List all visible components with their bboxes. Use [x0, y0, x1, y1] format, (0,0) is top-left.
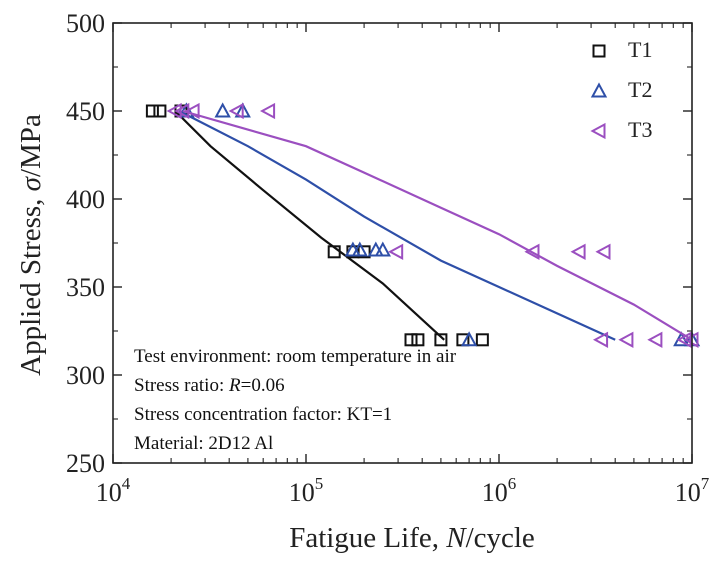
legend-marker-t1 [592, 44, 606, 58]
legend-item-t1: T1 [592, 37, 652, 62]
annotation-block: Test environment: room temperature in ai… [134, 346, 457, 454]
x-tick-label: 105 [289, 474, 324, 507]
fit-line-t3 [182, 109, 693, 341]
data-point-t1 [327, 245, 341, 259]
x-tick-label: 104 [96, 474, 131, 507]
series-t3 [166, 102, 699, 348]
legend: T1 T2 T3 [590, 37, 652, 142]
data-point-t2 [214, 102, 231, 118]
data-point-t1 [475, 333, 489, 347]
data-point-t3 [595, 243, 611, 260]
series-t2 [178, 102, 701, 347]
data-point-t3 [228, 102, 244, 120]
data-point-t3 [388, 243, 404, 260]
data-point-t3 [647, 331, 663, 348]
data-point-t1 [411, 333, 425, 347]
data-point-t1 [404, 333, 418, 347]
legend-marker-t3 [590, 122, 606, 140]
y-tick-label: 400 [66, 185, 105, 214]
legend-label-t1: T1 [628, 37, 652, 62]
data-point-t3 [524, 243, 540, 260]
data-point-t2 [351, 241, 368, 257]
data-point-t3 [618, 331, 634, 348]
fit-line-t1 [174, 110, 445, 341]
legend-marker-t2 [590, 82, 608, 98]
series-t1 [145, 104, 489, 347]
y-tick-label: 450 [66, 97, 105, 126]
data-point-t3 [259, 102, 276, 120]
data-point-t3 [570, 243, 586, 260]
y-tick-label: 300 [66, 361, 105, 390]
data-point-t2 [460, 331, 478, 347]
x-tick-label: 107 [675, 474, 710, 507]
plot-frame [112, 22, 693, 464]
data-point-t3 [184, 102, 200, 120]
data-point-t3 [592, 331, 609, 348]
y-tick-label: 500 [66, 9, 105, 38]
data-point-t1 [434, 333, 448, 347]
legend-item-t3: T3 [590, 117, 652, 142]
y-tick-label: 350 [66, 273, 105, 302]
data-point-t2 [374, 241, 391, 257]
x-tick-label: 106 [482, 474, 517, 507]
legend-label-t3: T3 [628, 117, 652, 142]
annotation-stress-ratio: Stress ratio: R=0.06 [134, 375, 285, 396]
x-ticks: 104 105 106 107 [96, 23, 710, 507]
y-ticks: 250 300 350 400 450 500 [66, 9, 692, 478]
data-point-t1 [153, 104, 167, 118]
annotation-environment: Test environment: room temperature in ai… [134, 346, 457, 367]
data-point-t1 [145, 104, 159, 118]
legend-item-t2: T2 [590, 77, 652, 102]
data-point-t3 [166, 102, 182, 120]
chart-marks [145, 102, 701, 348]
annotation-concentration: Stress concentration factor: KT=1 [134, 404, 392, 425]
x-axis-title: Fatigue Life, N/cycle [289, 522, 535, 554]
data-point-t1 [357, 245, 371, 259]
y-axis-title: Applied Stress, σ/MPa [15, 114, 47, 376]
annotation-material: Material: 2D12 Al [134, 433, 273, 454]
y-tick-label: 250 [66, 449, 105, 478]
fit-line-t2 [178, 110, 616, 341]
data-point-t3 [676, 331, 692, 348]
legend-label-t2: T2 [628, 77, 652, 102]
